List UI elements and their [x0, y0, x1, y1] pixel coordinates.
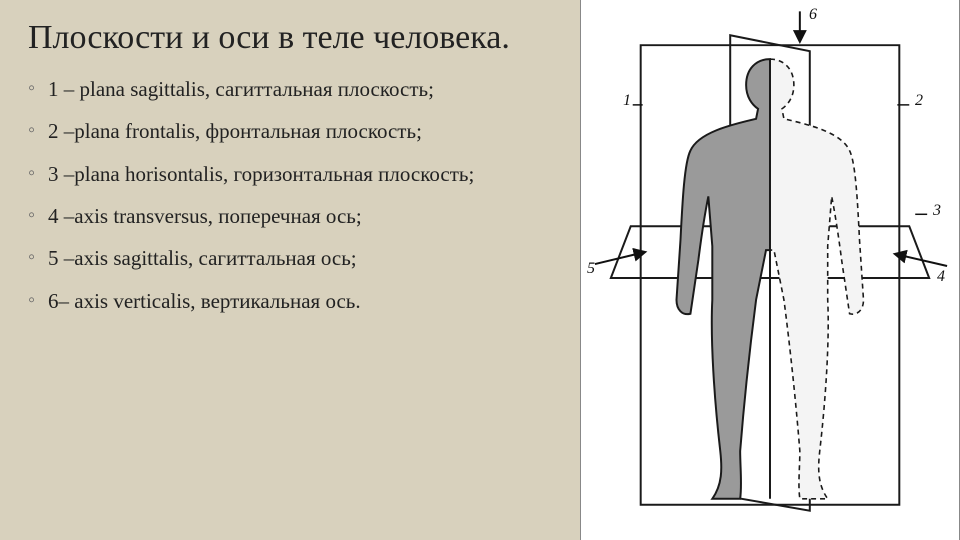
- label-6: 6: [809, 6, 817, 24]
- list-item: 1 – plana sagittalis, сагиттальная плоск…: [28, 75, 570, 103]
- list-item: 4 –axis transversus, поперечная ось;: [28, 202, 570, 230]
- diagram-panel: 1 2 3 4 5 6: [580, 0, 960, 540]
- text-panel: Плоскости и оси в теле человека. 1 – pla…: [0, 0, 580, 540]
- list-item: 3 –plana horisontalis, горизонтальная пл…: [28, 160, 570, 188]
- definition-list: 1 – plana sagittalis, сагиттальная плоск…: [28, 75, 570, 315]
- list-item: 2 –plana frontalis, фронтальная плоскост…: [28, 117, 570, 145]
- label-5: 5: [587, 260, 595, 278]
- page-title: Плоскости и оси в теле человека.: [28, 18, 570, 57]
- label-4: 4: [937, 268, 945, 286]
- list-item: 6– axis verticalis, вертикальная ось.: [28, 287, 570, 315]
- list-item: 5 –axis sagittalis, сагиттальная ось;: [28, 244, 570, 272]
- label-3: 3: [933, 202, 941, 220]
- label-2: 2: [915, 92, 923, 110]
- label-1: 1: [623, 92, 631, 110]
- anatomical-planes-diagram: [581, 0, 959, 540]
